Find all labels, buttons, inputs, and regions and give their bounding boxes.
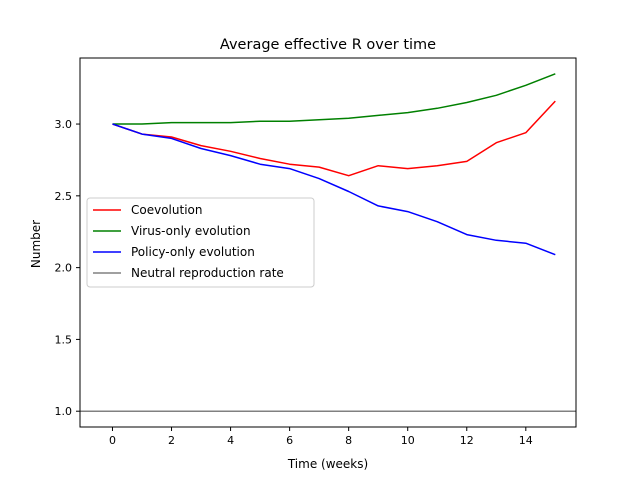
legend-label: Policy-only evolution: [131, 245, 255, 259]
x-tick-label: 8: [345, 434, 352, 447]
y-axis: 1.0 1.5 2.0 2.5 3.0: [55, 118, 80, 418]
legend-label: Neutral reproduction rate: [131, 266, 284, 280]
series-line-policy-only-evolution: [112, 123, 556, 256]
x-tick-label: 4: [227, 434, 234, 447]
x-axis: 0 2 4 6 8 10 12 14: [109, 427, 533, 447]
x-tick-label: 14: [519, 434, 533, 447]
y-tick-label: 3.0: [55, 118, 73, 131]
y-tick-label: 1.5: [55, 333, 73, 346]
series-layer: [80, 73, 576, 412]
y-tick-label: 2.0: [55, 262, 73, 275]
legend: Coevolution Virus-only evolution Policy-on…: [86, 197, 315, 288]
series-line-virus-only-evolution: [112, 73, 556, 125]
x-tick-label: 2: [168, 434, 175, 447]
x-tick-label: 0: [109, 434, 116, 447]
legend-box: [86, 197, 315, 288]
x-tick-label: 10: [401, 434, 415, 447]
x-tick-label: 12: [460, 434, 474, 447]
y-axis-label: Number: [29, 220, 43, 268]
y-tick-label: 2.5: [55, 190, 73, 203]
series-line-coevolution: [112, 100, 556, 177]
plot-frame: [79, 57, 577, 428]
x-tick-label: 6: [286, 434, 293, 447]
x-axis-label: Time (weeks): [287, 457, 368, 471]
y-tick-label: 1.0: [55, 405, 73, 418]
legend-label: Coevolution: [131, 203, 202, 217]
chart-title: Average effective R over time: [220, 37, 436, 53]
legend-label: Virus-only evolution: [131, 224, 251, 238]
